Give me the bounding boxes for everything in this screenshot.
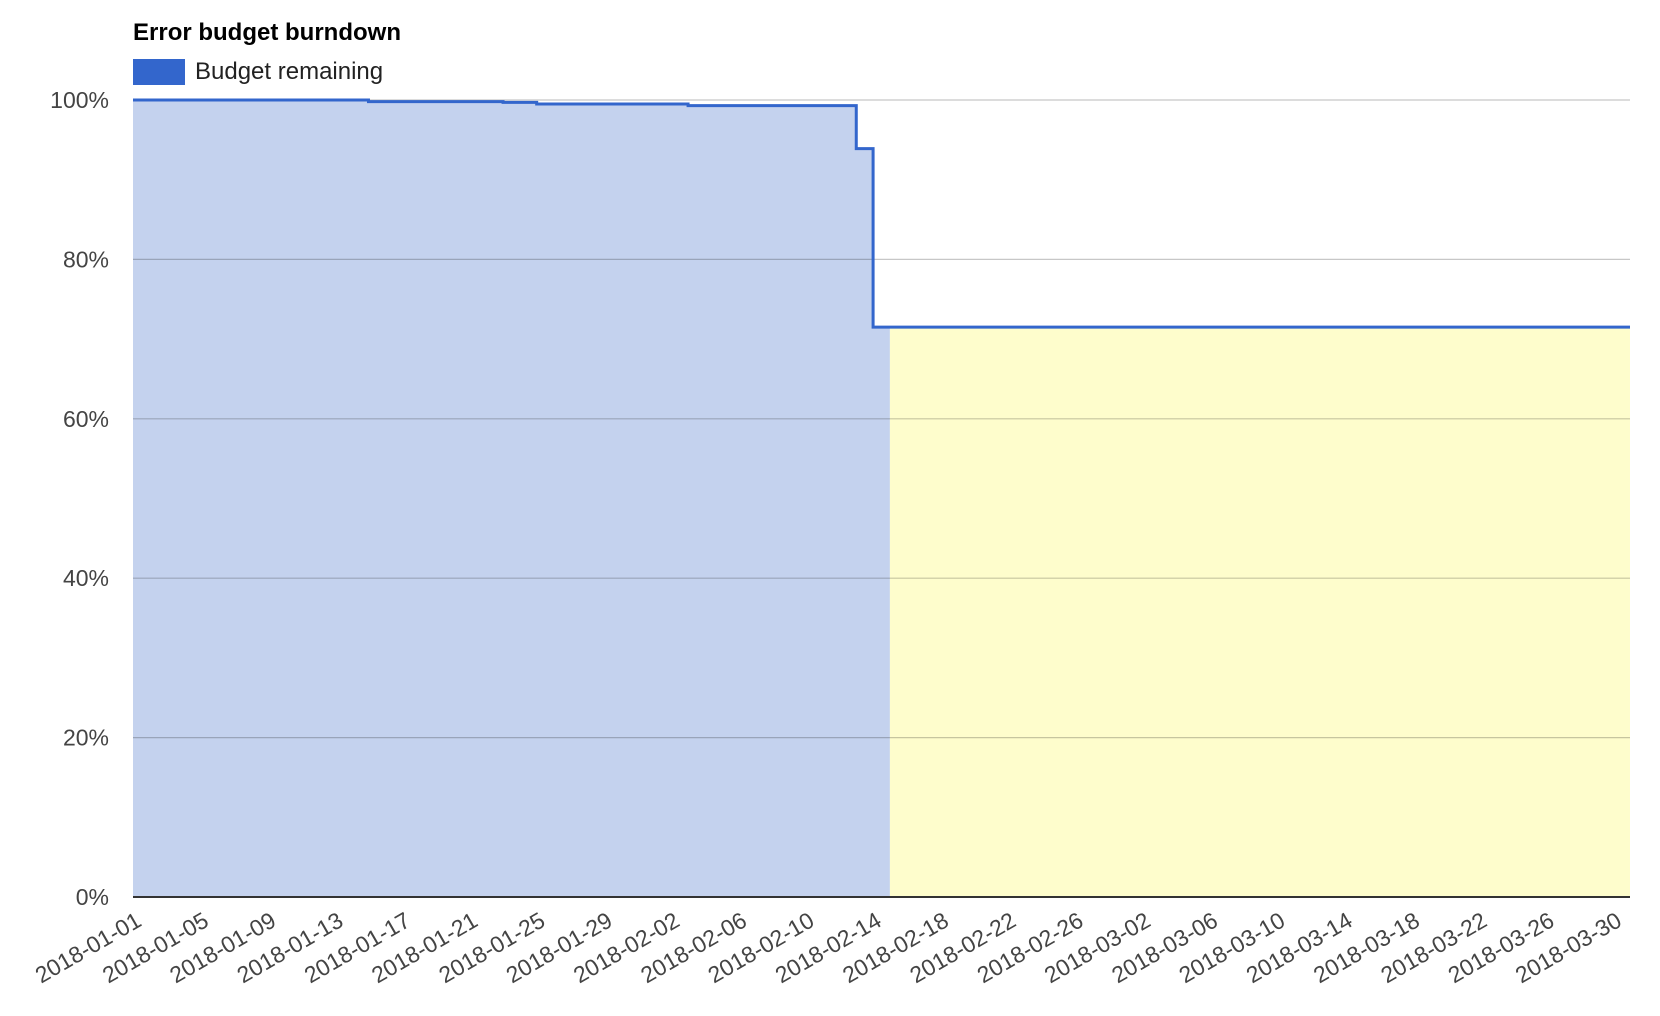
series-line [133, 98, 1630, 329]
legend-label: Budget remaining [195, 58, 384, 85]
chart-title: Error budget burndown [133, 19, 401, 46]
legend: Budget remaining [133, 58, 383, 86]
series-area [133, 100, 890, 897]
y-tick-label: 80% [63, 246, 109, 272]
y-tick-label: 40% [63, 565, 109, 591]
y-tick-label: 20% [63, 725, 109, 751]
legend-swatch [133, 59, 185, 85]
shaded-region [889, 327, 1630, 897]
y-tick-label: 100% [50, 87, 109, 113]
y-tick-label: 60% [63, 406, 109, 432]
y-tick-label: 0% [76, 884, 109, 910]
